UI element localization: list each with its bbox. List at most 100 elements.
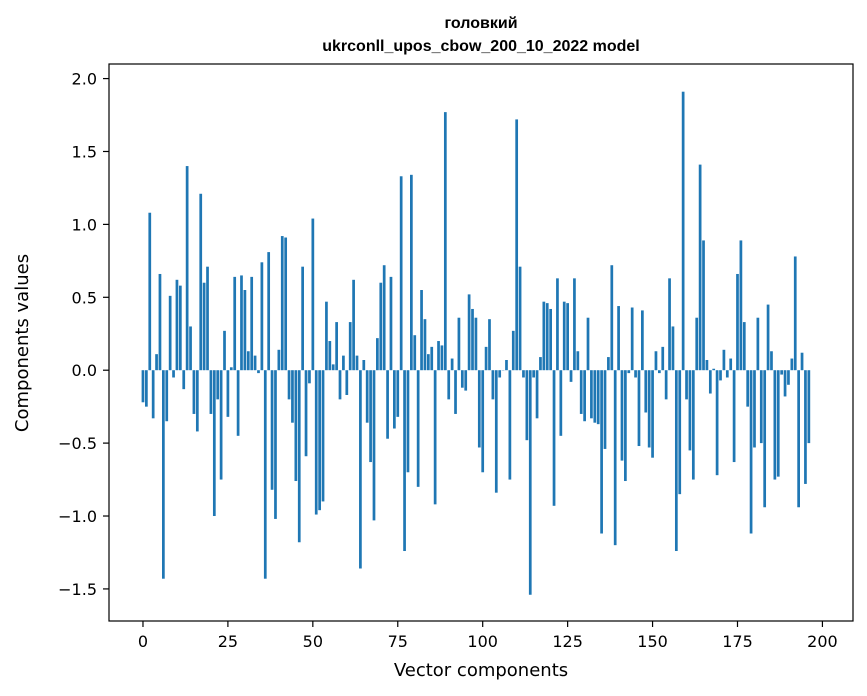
bar [287,370,291,400]
bar [525,370,529,441]
bar-series [141,91,811,595]
bar [634,370,637,378]
bar [467,294,471,371]
bar [185,166,189,371]
bar [556,278,559,371]
bar [348,322,352,371]
bar [518,266,522,371]
bar [800,352,804,371]
bar [148,212,152,371]
bar [559,370,563,436]
bar [284,237,288,371]
bar [314,370,318,515]
bar [797,370,800,508]
bar [477,370,481,448]
bar [617,306,620,371]
bar [226,370,230,417]
bar [457,317,461,371]
bar [590,370,593,419]
bar [267,252,271,371]
bar [297,370,301,543]
bar [508,370,512,480]
bar [216,370,220,400]
bar [355,355,359,371]
bar [199,193,203,371]
bar [325,301,328,371]
bar [736,273,739,371]
bar [406,370,410,473]
bar [443,112,447,371]
x-tick-label: 50 [303,632,323,651]
bar [695,317,699,371]
bar [770,351,773,371]
x-tick-label: 150 [637,632,668,651]
x-tick-label: 0 [138,632,148,651]
bar [437,341,440,371]
bar [365,370,369,423]
bar [610,265,614,371]
bar [661,346,665,371]
bar [515,119,519,371]
bar [440,345,444,371]
y-tick-label: −1.5 [58,580,97,599]
bar [151,370,155,419]
bar [192,370,196,414]
bar [576,351,580,371]
bar [552,370,556,506]
bar [471,308,474,371]
bar [308,370,311,384]
bar [664,370,668,400]
bar [654,351,658,371]
bar [691,370,695,480]
bar [206,266,209,371]
bar [236,370,240,436]
y-tick-label: 0.0 [72,361,97,380]
bar [454,370,457,414]
bar [318,370,321,511]
bar [780,370,784,375]
bar [596,370,600,425]
bar [209,370,213,414]
x-tick-label: 75 [388,632,408,651]
bar [484,346,488,371]
bar [668,278,671,371]
bar [416,370,420,487]
bar [246,351,250,371]
bar [257,370,260,374]
bar [569,370,573,382]
bar [413,335,417,371]
bar [759,370,763,444]
bar [233,276,237,371]
bar [141,370,145,403]
bar [776,370,780,477]
bar [382,265,386,371]
bar [253,355,257,371]
bar [627,370,631,374]
bar [532,370,536,378]
bar [573,278,576,371]
bar [145,370,148,407]
bar [175,279,179,371]
bar [155,354,158,371]
bar [433,370,437,505]
bar [725,370,729,378]
y-tick-label: 1.0 [72,215,97,234]
bar [566,303,569,371]
bar [522,370,525,378]
bar [321,370,325,502]
bar [335,322,338,371]
bar [494,370,498,493]
bar [712,368,716,371]
bar [688,370,692,451]
bar [280,236,284,371]
bar [328,341,332,371]
bar [807,370,811,444]
bar [783,370,787,397]
bar [763,370,767,508]
bar [579,370,583,414]
bar [376,338,379,371]
bar [450,358,454,371]
y-tick-label: −1.0 [58,507,97,526]
bar [291,370,294,423]
